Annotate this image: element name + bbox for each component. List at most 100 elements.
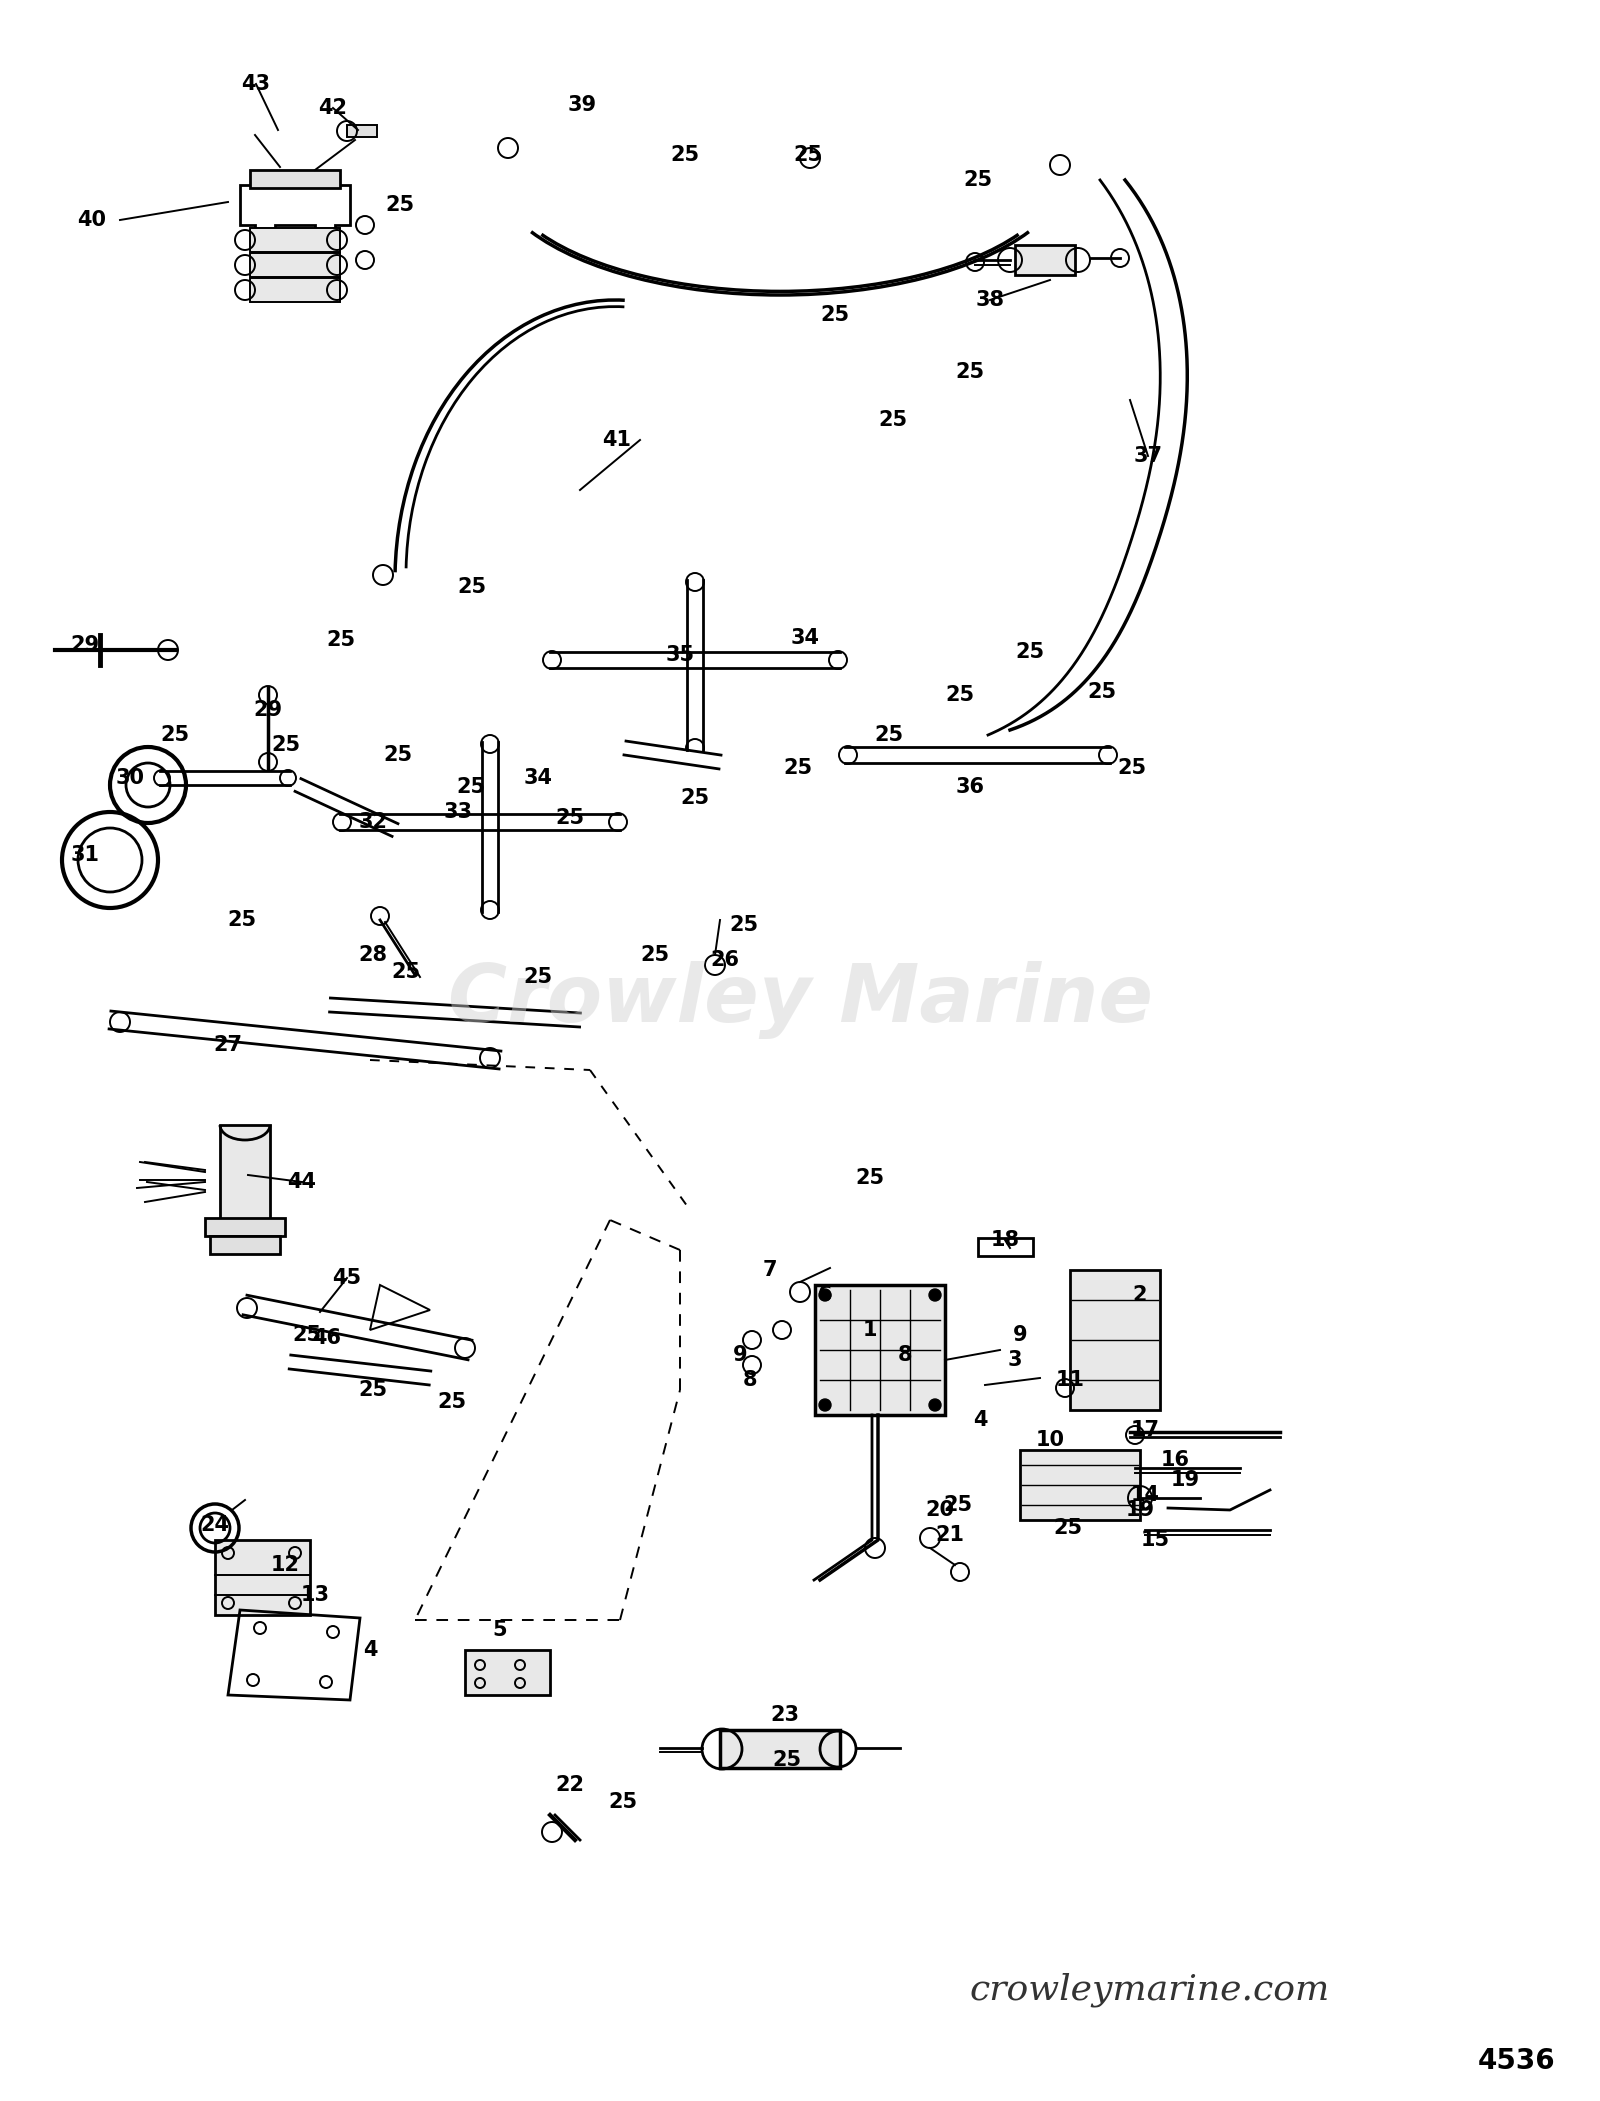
- Text: 16: 16: [1160, 1450, 1189, 1471]
- Text: 25: 25: [875, 725, 904, 746]
- Text: 39: 39: [568, 95, 597, 116]
- Text: 25: 25: [456, 777, 485, 796]
- Text: 37: 37: [1133, 445, 1163, 466]
- Polygon shape: [160, 771, 290, 786]
- Circle shape: [819, 1399, 830, 1412]
- Bar: [250, 277, 339, 303]
- Bar: [1070, 1269, 1160, 1410]
- Text: 7: 7: [763, 1261, 778, 1280]
- Text: 5: 5: [493, 1620, 507, 1641]
- Bar: [1014, 246, 1075, 275]
- Text: 25: 25: [1053, 1519, 1083, 1538]
- Text: 13: 13: [301, 1584, 330, 1605]
- Text: 19: 19: [1125, 1500, 1155, 1519]
- Text: 30: 30: [115, 769, 144, 788]
- Text: 25: 25: [555, 809, 584, 828]
- Text: 31: 31: [70, 845, 99, 866]
- Text: 9: 9: [733, 1345, 747, 1366]
- Text: 19: 19: [1171, 1471, 1200, 1490]
- Circle shape: [930, 1399, 941, 1412]
- Text: 22: 22: [555, 1775, 584, 1794]
- Text: 25: 25: [773, 1750, 802, 1769]
- Text: 25: 25: [272, 735, 301, 754]
- Text: 18: 18: [990, 1229, 1019, 1250]
- Text: 38: 38: [976, 290, 1005, 311]
- Text: 29: 29: [253, 700, 283, 721]
- Circle shape: [930, 1290, 941, 1301]
- Text: 25: 25: [856, 1168, 885, 1187]
- Text: 20: 20: [925, 1500, 955, 1519]
- Polygon shape: [109, 1011, 501, 1069]
- Text: 9: 9: [1013, 1326, 1027, 1345]
- Text: 2: 2: [1133, 1286, 1147, 1305]
- Text: 8: 8: [898, 1345, 912, 1366]
- Text: 23: 23: [771, 1706, 800, 1725]
- Text: 25: 25: [1117, 758, 1147, 777]
- Text: 26: 26: [710, 950, 739, 971]
- Text: 25: 25: [358, 1380, 387, 1399]
- Text: 25: 25: [640, 945, 669, 964]
- Text: 25: 25: [160, 725, 189, 746]
- Text: 28: 28: [358, 945, 387, 964]
- Bar: [250, 170, 339, 187]
- Bar: [814, 1286, 946, 1414]
- Text: 4: 4: [363, 1641, 378, 1660]
- Bar: [347, 124, 378, 137]
- Text: 15: 15: [1141, 1530, 1170, 1551]
- Text: 25: 25: [384, 746, 413, 765]
- Text: 25: 25: [878, 410, 907, 431]
- Bar: [250, 229, 339, 252]
- Text: 25: 25: [608, 1792, 637, 1811]
- Bar: [720, 1729, 840, 1769]
- Text: 43: 43: [242, 74, 270, 95]
- Text: 4: 4: [973, 1410, 987, 1431]
- Text: 25: 25: [944, 1496, 973, 1515]
- Polygon shape: [243, 1294, 472, 1359]
- Text: 25: 25: [955, 361, 984, 382]
- Bar: [466, 1649, 550, 1696]
- Text: 40: 40: [77, 210, 107, 229]
- Text: 25: 25: [821, 305, 850, 326]
- Polygon shape: [845, 748, 1110, 763]
- Text: 25: 25: [386, 195, 414, 214]
- Text: 1: 1: [862, 1319, 877, 1340]
- Text: 25: 25: [392, 962, 421, 981]
- Text: 11: 11: [1056, 1370, 1085, 1391]
- Text: 8: 8: [742, 1370, 757, 1391]
- Text: 25: 25: [437, 1393, 467, 1412]
- Polygon shape: [290, 1355, 430, 1385]
- Bar: [221, 1124, 270, 1221]
- Polygon shape: [339, 813, 621, 830]
- Text: 25: 25: [963, 170, 992, 189]
- Text: 25: 25: [1088, 683, 1117, 702]
- Text: 41: 41: [603, 431, 632, 450]
- Text: 44: 44: [288, 1172, 317, 1191]
- Polygon shape: [294, 779, 398, 836]
- Text: 6: 6: [818, 1286, 832, 1305]
- Text: 24: 24: [200, 1515, 229, 1536]
- Text: 25: 25: [227, 910, 256, 931]
- Text: 25: 25: [523, 966, 552, 987]
- Bar: [214, 1540, 310, 1616]
- Text: 25: 25: [1016, 643, 1045, 662]
- Text: 46: 46: [312, 1328, 341, 1349]
- Text: 14: 14: [1131, 1485, 1160, 1504]
- Text: 29: 29: [70, 635, 99, 656]
- Bar: [250, 252, 339, 277]
- Bar: [205, 1219, 285, 1235]
- Text: 25: 25: [946, 685, 974, 706]
- Text: 25: 25: [458, 578, 486, 597]
- Text: 36: 36: [955, 777, 984, 796]
- Text: 12: 12: [270, 1555, 299, 1576]
- Text: crowleymarine.com: crowleymarine.com: [970, 1973, 1330, 2006]
- Polygon shape: [686, 580, 702, 750]
- Text: 17: 17: [1131, 1420, 1160, 1439]
- Text: 25: 25: [784, 758, 813, 777]
- Text: 25: 25: [326, 630, 355, 649]
- Circle shape: [819, 1290, 830, 1301]
- Polygon shape: [624, 742, 722, 769]
- Text: 25: 25: [794, 145, 822, 166]
- Bar: [1021, 1450, 1139, 1519]
- Text: 33: 33: [443, 803, 472, 821]
- Bar: [210, 1235, 280, 1254]
